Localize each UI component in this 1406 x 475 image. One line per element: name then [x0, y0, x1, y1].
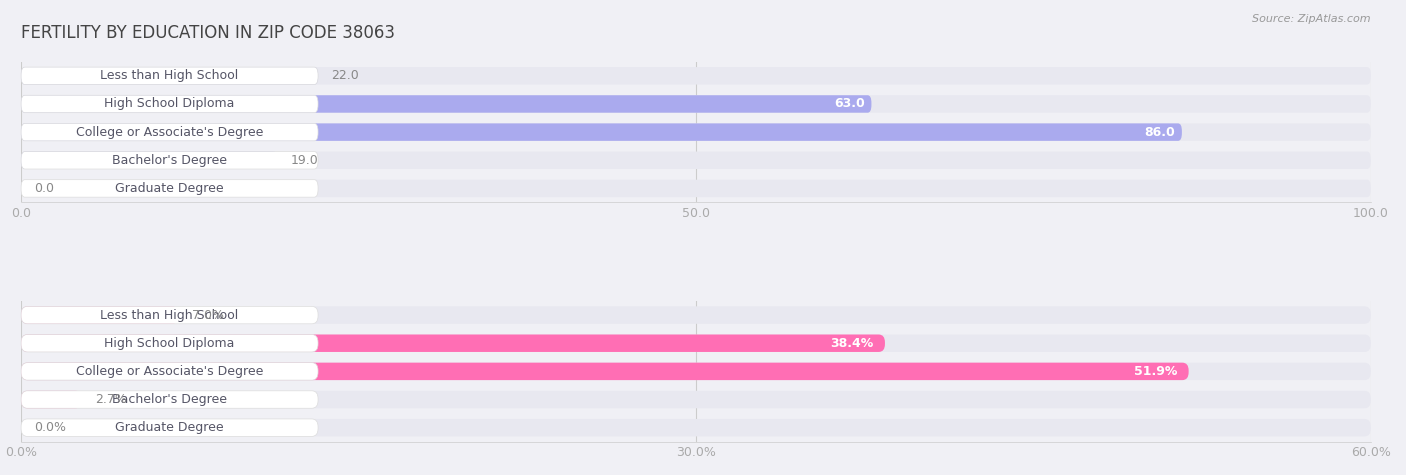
FancyBboxPatch shape: [21, 124, 1182, 141]
FancyBboxPatch shape: [21, 95, 318, 113]
Text: 7.0%: 7.0%: [193, 309, 224, 322]
FancyBboxPatch shape: [21, 124, 318, 141]
Text: High School Diploma: High School Diploma: [104, 337, 235, 350]
Text: Source: ZipAtlas.com: Source: ZipAtlas.com: [1253, 14, 1371, 24]
FancyBboxPatch shape: [21, 67, 1371, 85]
FancyBboxPatch shape: [21, 95, 1371, 113]
FancyBboxPatch shape: [21, 306, 179, 324]
FancyBboxPatch shape: [21, 362, 1188, 380]
FancyBboxPatch shape: [21, 419, 318, 437]
Text: College or Associate's Degree: College or Associate's Degree: [76, 125, 263, 139]
FancyBboxPatch shape: [21, 180, 1371, 197]
FancyBboxPatch shape: [21, 391, 318, 408]
FancyBboxPatch shape: [21, 152, 277, 169]
Text: College or Associate's Degree: College or Associate's Degree: [76, 365, 263, 378]
FancyBboxPatch shape: [21, 180, 318, 197]
FancyBboxPatch shape: [21, 334, 1371, 352]
Text: 0.0: 0.0: [35, 182, 55, 195]
FancyBboxPatch shape: [21, 334, 318, 352]
Text: Less than High School: Less than High School: [100, 69, 239, 82]
Text: 2.7%: 2.7%: [96, 393, 127, 406]
FancyBboxPatch shape: [21, 124, 1371, 141]
FancyBboxPatch shape: [21, 67, 318, 85]
FancyBboxPatch shape: [21, 362, 318, 380]
Text: 86.0: 86.0: [1144, 125, 1175, 139]
Text: FERTILITY BY EDUCATION IN ZIP CODE 38063: FERTILITY BY EDUCATION IN ZIP CODE 38063: [21, 24, 395, 42]
Text: 38.4%: 38.4%: [831, 337, 873, 350]
FancyBboxPatch shape: [21, 152, 318, 169]
Text: 19.0: 19.0: [291, 154, 319, 167]
FancyBboxPatch shape: [21, 67, 318, 85]
Text: Graduate Degree: Graduate Degree: [115, 182, 224, 195]
Text: Less than High School: Less than High School: [100, 309, 239, 322]
Text: Bachelor's Degree: Bachelor's Degree: [112, 393, 226, 406]
Text: Graduate Degree: Graduate Degree: [115, 421, 224, 434]
Text: High School Diploma: High School Diploma: [104, 97, 235, 111]
Text: 0.0%: 0.0%: [35, 421, 66, 434]
FancyBboxPatch shape: [21, 391, 1371, 408]
FancyBboxPatch shape: [21, 419, 1371, 437]
FancyBboxPatch shape: [21, 334, 884, 352]
FancyBboxPatch shape: [21, 362, 1371, 380]
Text: 63.0: 63.0: [834, 97, 865, 111]
FancyBboxPatch shape: [21, 306, 318, 324]
FancyBboxPatch shape: [21, 391, 82, 408]
FancyBboxPatch shape: [21, 306, 1371, 324]
FancyBboxPatch shape: [21, 152, 1371, 169]
Text: 51.9%: 51.9%: [1135, 365, 1177, 378]
Text: Bachelor's Degree: Bachelor's Degree: [112, 154, 226, 167]
FancyBboxPatch shape: [21, 95, 872, 113]
Text: 22.0: 22.0: [332, 69, 360, 82]
